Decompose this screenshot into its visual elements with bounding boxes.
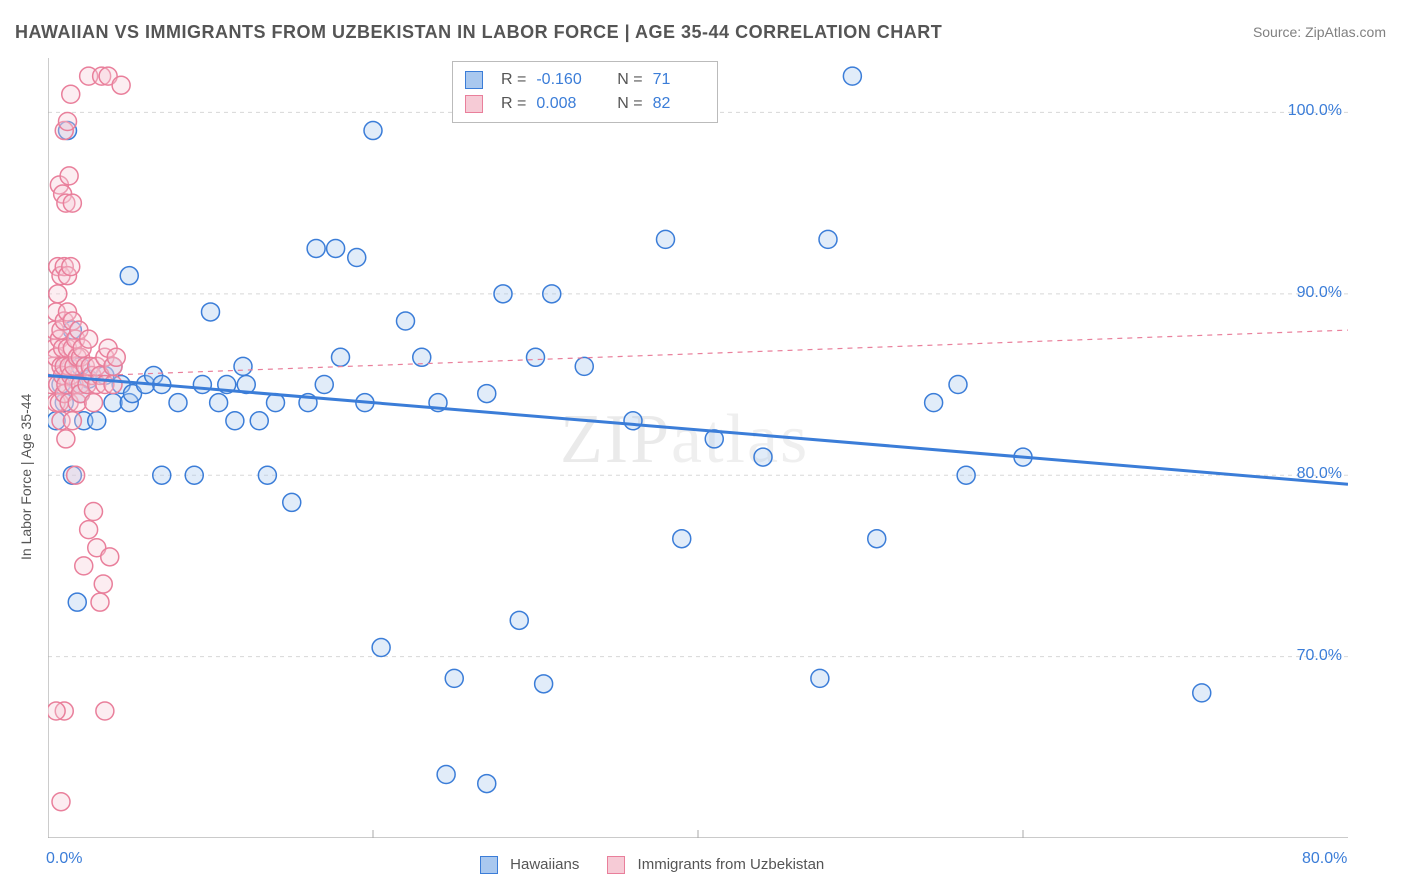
stat-r-value: 0.008 xyxy=(536,92,588,116)
chart-title: HAWAIIAN VS IMMIGRANTS FROM UZBEKISTAN I… xyxy=(15,22,942,43)
legend-swatch-icon xyxy=(607,856,625,874)
y-tick-label: 70.0% xyxy=(1272,647,1342,665)
stat-n-label: N = xyxy=(617,68,642,92)
x-tick-label: 0.0% xyxy=(46,850,82,868)
legend-label: Hawaiians xyxy=(510,856,579,873)
legend-bottom: Hawaiians Immigrants from Uzbekistan xyxy=(480,856,824,874)
legend-top-stats: R = -0.160 N = 71R = 0.008 N = 82 xyxy=(452,61,718,123)
y-tick-label: 100.0% xyxy=(1272,102,1342,120)
legend-swatch-icon xyxy=(480,856,498,874)
y-axis-label: In Labor Force | Age 35-44 xyxy=(18,394,34,560)
stat-r-label: R = xyxy=(501,92,526,116)
y-tick-label: 90.0% xyxy=(1272,284,1342,302)
y-tick-label: 80.0% xyxy=(1272,465,1342,483)
legend-label: Immigrants from Uzbekistan xyxy=(638,856,825,873)
legend-swatch-icon xyxy=(465,95,483,113)
stat-n-label: N = xyxy=(617,92,642,116)
plot-area xyxy=(48,58,1348,838)
legend-swatch-icon xyxy=(465,71,483,89)
stat-r-value: -0.160 xyxy=(536,68,588,92)
legend-item-uzbekistan: Immigrants from Uzbekistan xyxy=(607,856,824,874)
stat-n-value: 71 xyxy=(653,68,705,92)
stat-n-value: 82 xyxy=(653,92,705,116)
legend-item-hawaiians: Hawaiians xyxy=(480,856,579,874)
legend-stats-row: R = -0.160 N = 71 xyxy=(465,68,705,92)
legend-stats-row: R = 0.008 N = 82 xyxy=(465,92,705,116)
source-label: Source: ZipAtlas.com xyxy=(1253,24,1386,40)
x-tick-label: 80.0% xyxy=(1302,850,1347,868)
stat-r-label: R = xyxy=(501,68,526,92)
